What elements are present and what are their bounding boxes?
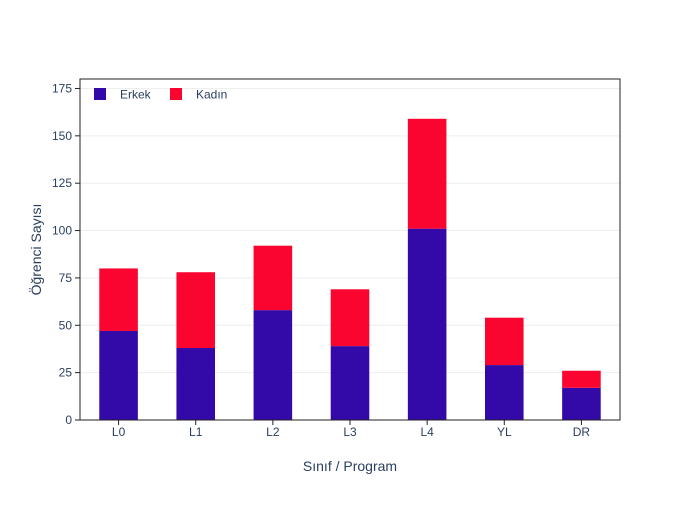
bar-erkek-l1[interactable] bbox=[176, 348, 215, 420]
bar-kadın-l0[interactable] bbox=[99, 268, 138, 331]
bar-kadın-dr[interactable] bbox=[562, 370, 601, 388]
legend-swatch-kadın[interactable] bbox=[170, 88, 182, 100]
bars bbox=[99, 118, 601, 420]
bar-erkek-l4[interactable] bbox=[407, 228, 447, 420]
y-tick-label: 125 bbox=[52, 176, 72, 190]
x-tick-label: L3 bbox=[343, 425, 357, 439]
x-axis-title: Sınıf / Program bbox=[303, 458, 397, 474]
y-tick-label: 50 bbox=[59, 318, 73, 332]
bar-kadın-yl[interactable] bbox=[485, 317, 524, 366]
x-tick-label: L4 bbox=[420, 425, 434, 439]
legend-label-kadın[interactable]: Kadın bbox=[196, 88, 227, 102]
bar-kadın-l4[interactable] bbox=[407, 118, 447, 229]
x-tick-label: DR bbox=[573, 425, 591, 439]
y-tick-label: 25 bbox=[59, 366, 73, 380]
legend: Erkek Kadın bbox=[94, 88, 227, 102]
y-axis-title: Öğrenci Sayısı bbox=[27, 204, 44, 296]
bar-kadın-l2[interactable] bbox=[253, 245, 293, 311]
legend-swatch-erkek[interactable] bbox=[94, 88, 106, 100]
y-tick-label: 175 bbox=[52, 81, 72, 95]
y-tick-label: 100 bbox=[52, 224, 72, 238]
y-tick-label: 0 bbox=[65, 413, 72, 427]
bar-erkek-dr[interactable] bbox=[562, 387, 601, 420]
bar-kadın-l1[interactable] bbox=[176, 272, 215, 349]
x-axis-ticks: L0 L1 L2 L3 L4 YL DR bbox=[112, 420, 591, 439]
bar-kadın-l3[interactable] bbox=[330, 289, 370, 347]
y-axis-ticks: 0 25 50 75 100 125 150 175 bbox=[52, 81, 80, 427]
bar-erkek-l0[interactable] bbox=[99, 330, 138, 420]
x-tick-label: L1 bbox=[189, 425, 203, 439]
y-tick-label: 150 bbox=[52, 129, 72, 143]
x-tick-label: L2 bbox=[266, 425, 280, 439]
x-tick-label: YL bbox=[497, 425, 512, 439]
bar-erkek-yl[interactable] bbox=[485, 365, 524, 420]
legend-label-erkek[interactable]: Erkek bbox=[120, 88, 152, 102]
bar-erkek-l3[interactable] bbox=[330, 346, 370, 420]
x-tick-label: L0 bbox=[112, 425, 126, 439]
y-tick-label: 75 bbox=[59, 271, 73, 285]
bar-erkek-l2[interactable] bbox=[253, 310, 293, 420]
